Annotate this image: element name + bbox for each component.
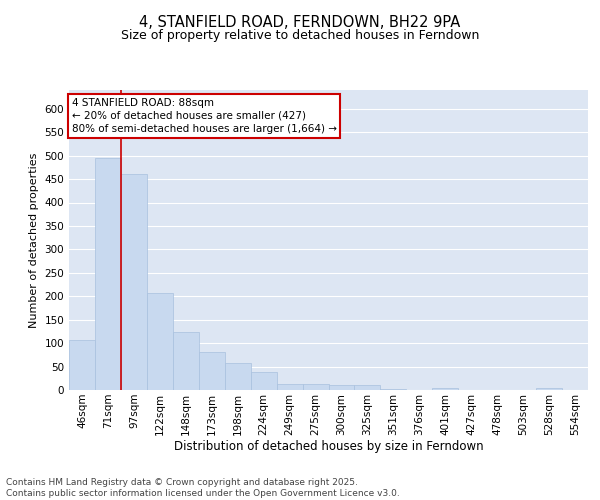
Text: Contains HM Land Registry data © Crown copyright and database right 2025.
Contai: Contains HM Land Registry data © Crown c… [6, 478, 400, 498]
Bar [251, 372, 277, 390]
Bar [225, 364, 251, 390]
Y-axis label: Number of detached properties: Number of detached properties [29, 152, 39, 328]
Bar [173, 332, 199, 390]
Bar [277, 384, 302, 390]
Bar [69, 340, 95, 390]
Text: 4, STANFIELD ROAD, FERNDOWN, BH22 9PA: 4, STANFIELD ROAD, FERNDOWN, BH22 9PA [139, 15, 461, 30]
Bar [380, 389, 406, 390]
Bar [536, 388, 562, 390]
Bar [329, 386, 355, 390]
Bar [355, 385, 380, 390]
Text: 4 STANFIELD ROAD: 88sqm
← 20% of detached houses are smaller (427)
80% of semi-d: 4 STANFIELD ROAD: 88sqm ← 20% of detache… [71, 98, 337, 134]
Bar [147, 292, 173, 390]
X-axis label: Distribution of detached houses by size in Ferndown: Distribution of detached houses by size … [173, 440, 484, 454]
Bar [199, 352, 224, 390]
Bar [302, 384, 329, 390]
Text: Size of property relative to detached houses in Ferndown: Size of property relative to detached ho… [121, 30, 479, 43]
Bar [95, 158, 121, 390]
Bar [121, 174, 147, 390]
Bar [433, 388, 458, 390]
